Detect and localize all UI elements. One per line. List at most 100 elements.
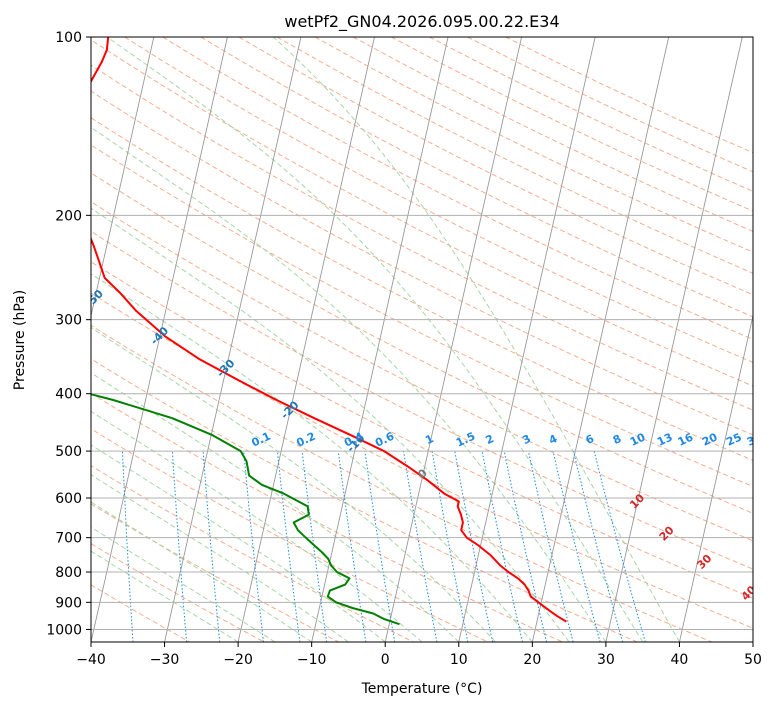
y-tick-label: 100 — [55, 30, 82, 46]
dry-adiabat-line — [124, 37, 753, 363]
x-tick-label: −10 — [297, 652, 327, 668]
chart-title: wetPf2_GN04.2026.095.00.22.E34 — [284, 12, 559, 32]
mixing-ratio-line — [527, 450, 574, 642]
mixing-ratio-lines — [121, 450, 646, 642]
isotherm-line — [311, 37, 449, 642]
y-tick-label: 1000 — [46, 622, 82, 638]
mixing-ratio-line — [431, 451, 469, 642]
dry-adiabat-line — [91, 428, 489, 642]
moist-adiabat-line — [91, 327, 496, 642]
dewpoint-profile-line — [91, 393, 400, 626]
line-labels: -100-90-80-70-60-50-40-30-20-1000.10.20.… — [21, 237, 775, 603]
mixing-ratio-line — [593, 450, 646, 642]
dry-adiabat-line — [91, 64, 753, 411]
dry-adiabat-line — [91, 39, 753, 387]
mixing-ratio-line — [573, 450, 624, 642]
dry-adiabat-line — [200, 37, 753, 318]
moist-adiabat-line — [272, 37, 680, 642]
mixing-ratio-label: 30 — [745, 430, 765, 448]
dry-adiabat-line — [91, 542, 265, 642]
isotherm-line — [679, 313, 753, 642]
dry-adiabat-label: 30 — [694, 552, 714, 572]
dry-adiabat-line — [91, 358, 638, 642]
moist-adiabat-line — [91, 474, 349, 642]
moist-adiabats — [91, 37, 680, 642]
isotherm-label: -60 — [21, 237, 44, 260]
dry-adiabat-line — [91, 201, 753, 542]
moist-adiabat-line — [91, 273, 533, 642]
mixing-ratio-label: 3 — [520, 432, 532, 447]
y-tick-label: 800 — [55, 565, 82, 581]
dry-adiabat-line — [91, 261, 753, 599]
isotherm-label: -50 — [83, 287, 106, 310]
dry-adiabat-line — [162, 37, 753, 340]
mixing-ratio-line — [337, 451, 367, 642]
dry-adiabat-line — [467, 37, 753, 173]
x-tick-label: 50 — [744, 652, 762, 668]
isotherms — [0, 37, 753, 642]
dry-adiabat-line — [91, 324, 712, 642]
mixing-ratio-line — [121, 451, 134, 642]
dry-adiabat-line — [505, 37, 753, 154]
dry-adiabat-line — [91, 392, 563, 642]
isotherm-line — [0, 37, 7, 642]
mixing-ratio-label: 0.2 — [294, 430, 317, 450]
mixing-ratio-line — [171, 451, 188, 642]
mixing-ratio-label: 16 — [676, 430, 696, 448]
x-tick-label: −20 — [223, 652, 253, 668]
y-tick-label: 200 — [55, 208, 82, 224]
isotherm-line — [605, 37, 743, 642]
mixing-ratio-label: 8 — [611, 432, 623, 447]
dry-adiabat-line — [91, 230, 753, 570]
y-tick-label: 500 — [55, 444, 82, 460]
x-tick-label: 30 — [597, 652, 615, 668]
dry-adiabats — [91, 37, 753, 642]
x-tick-label: 20 — [523, 652, 541, 668]
plot-area: -100-90-80-70-60-50-40-30-20-1000.10.20.… — [0, 37, 775, 642]
isotherm-label: -30 — [214, 356, 237, 379]
isotherm-line — [164, 37, 302, 642]
mixing-ratio-label: 6 — [584, 432, 597, 447]
moist-adiabat-line — [106, 37, 644, 642]
plot-frame — [90, 36, 754, 643]
dry-adiabat-line — [91, 144, 753, 488]
x-tick-label: −30 — [150, 652, 180, 668]
mixing-ratio-label: 1 — [423, 432, 435, 447]
isotherm-line — [752, 639, 753, 642]
y-tick-label: 400 — [55, 387, 82, 403]
y-axis-ticks: 100 200 300 400 500 600 700 800 900 1000 — [46, 30, 91, 638]
sounding-series — [91, 37, 567, 626]
y-tick-label: 600 — [55, 491, 82, 507]
dry-adiabat-line — [238, 37, 753, 296]
x-tick-label: −40 — [76, 652, 106, 668]
y-tick-label: 300 — [55, 313, 82, 329]
moist-adiabat-line — [91, 372, 460, 642]
moist-adiabat-line — [91, 550, 239, 642]
mixing-ratio-label: 25 — [724, 431, 743, 449]
mixing-ratio-label: 10 — [628, 430, 648, 448]
mixing-ratio-label: 36 — [766, 430, 775, 448]
mixing-ratio-label: 20 — [700, 430, 720, 448]
dry-adiabat-line — [91, 117, 753, 461]
isotherm-line — [384, 37, 523, 642]
mixing-ratio-line — [552, 450, 601, 642]
moist-adiabat-line — [91, 410, 423, 642]
x-tick-label: 0 — [381, 652, 390, 668]
isotherm-line — [531, 37, 670, 642]
isotherm-label: 0 — [415, 466, 430, 481]
dry-adiabat-line — [391, 37, 753, 212]
x-axis-ticks: −40 −30 −20 −10 0 10 20 30 40 50 — [76, 642, 762, 668]
mixing-ratio-line — [243, 451, 264, 642]
mixing-ratio-label: 0.1 — [250, 430, 273, 450]
mixing-ratio-label: 1.5 — [454, 430, 477, 450]
dry-adiabat-line — [91, 292, 753, 629]
mixing-ratio-line — [503, 451, 548, 642]
y-tick-label: 700 — [55, 531, 82, 547]
temperature-profile-line — [91, 37, 567, 623]
moist-adiabat-line — [91, 126, 607, 642]
mixing-ratio-line — [481, 451, 523, 642]
isotherm-line — [458, 37, 596, 642]
x-tick-label: 10 — [450, 652, 468, 668]
moist-adiabat-line — [91, 444, 386, 642]
mixing-ratio-line — [202, 451, 221, 642]
